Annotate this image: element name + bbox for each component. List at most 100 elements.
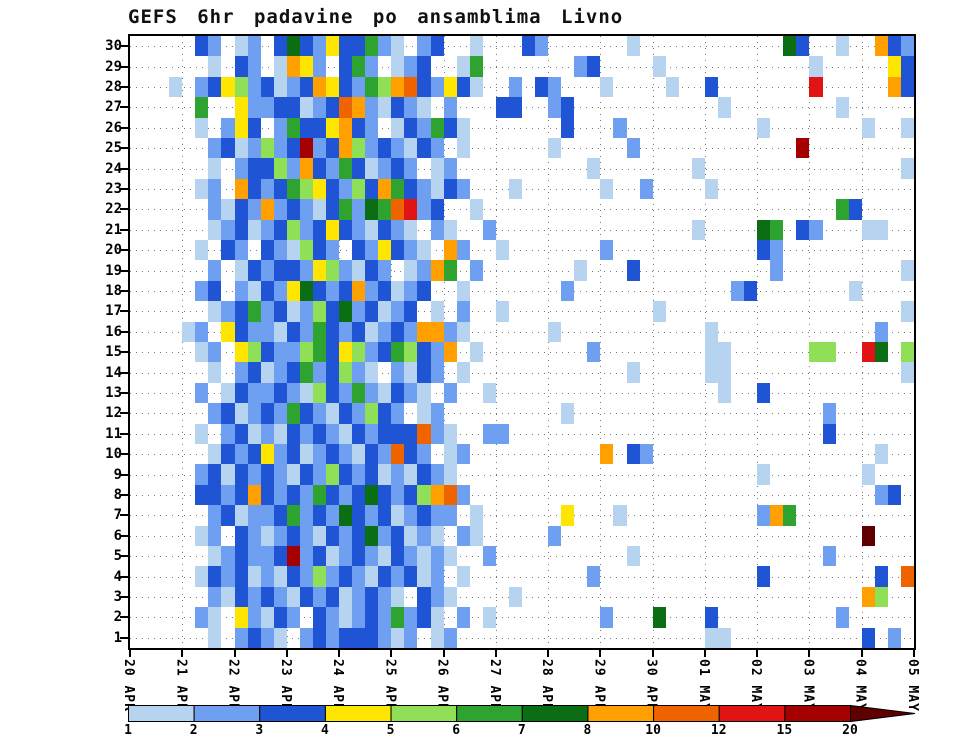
heatmap-cell [273,76,287,98]
heatmap-cell [260,219,274,240]
heatmap-cell [639,178,653,200]
heatmap-cell [221,586,235,608]
heatmap-cell [312,260,326,281]
heatmap-cell [208,36,222,57]
heatmap-cell [469,36,483,57]
heatmap-cell [247,260,261,281]
heatmap-cell [234,382,248,404]
heatmap-cell [352,199,366,220]
heatmap-cell [312,566,326,587]
heatmap-cell [339,56,353,77]
heatmap-cell [417,566,431,587]
heatmap-cell [365,158,379,179]
heatmap-cell [456,607,470,628]
heatmap-cell [195,321,209,342]
heatmap-cell [365,117,379,138]
x-tick-mark [129,650,131,657]
heatmap-cell [900,566,914,587]
heatmap-cell [430,138,444,159]
heatmap-cell [286,342,300,363]
heatmap-cell [378,484,392,506]
heatmap-cell [365,586,379,608]
heatmap-cell [718,342,732,363]
heatmap-cell [260,444,274,465]
x-tick-label-text: 30 APR [643,659,659,712]
heatmap-cell [299,36,313,57]
heatmap-cell [208,158,222,179]
heatmap-cell [456,301,470,322]
y-tick-label: 11 [105,425,122,442]
heatmap-cell [417,138,431,159]
heatmap-cell [208,199,222,220]
heatmap-cell [770,505,784,526]
heatmap-cell [757,566,771,587]
heatmap-cell [195,240,209,261]
x-tick-mark [808,650,811,657]
heatmap-cell [195,117,209,138]
heatmap-cell [286,607,300,628]
heatmap-cell [234,627,248,648]
y-tick-label: 6 [113,527,122,544]
heatmap-cell [339,484,353,506]
heatmap-cell [404,219,418,240]
heatmap-cell [378,423,392,444]
heatmap-cell [443,484,457,506]
heatmap-cell [365,260,379,281]
heatmap-cell [273,280,287,302]
heatmap-cell [365,546,379,567]
heatmap-cell [234,97,248,118]
heatmap-cell [352,546,366,567]
heatmap-cell [430,423,444,444]
horizontal-gridline [130,495,914,496]
heatmap-cell [535,76,549,98]
heatmap-cell [417,56,431,77]
heatmap-cell [312,158,326,179]
heatmap-cell [286,219,300,240]
heatmap-cell [404,566,418,587]
heatmap-cell [326,362,340,383]
heatmap-cell [613,117,627,138]
heatmap-cell [600,240,614,261]
colorbar-tick-label: 1 [124,723,132,738]
heatmap-cell [378,627,392,648]
heatmap-cell [195,36,209,57]
heatmap-cell [352,178,366,200]
heatmap-cell [326,158,340,179]
heatmap-cell [247,464,261,485]
heatmap-cell [482,546,496,567]
heatmap-cell [443,240,457,261]
x-tick-mark [547,650,550,657]
heatmap-cell [365,464,379,485]
heatmap-cell [770,260,784,281]
heatmap-cell [208,178,222,200]
heatmap-cell [430,484,444,506]
y-tick-label: 2 [113,609,122,626]
heatmap-cell [247,403,261,424]
heatmap-cell [404,546,418,567]
heatmap-cell [469,505,483,526]
heatmap-cell [273,36,287,57]
heatmap-cell [273,138,287,159]
heatmap-cell [822,342,836,363]
heatmap-cell [299,260,313,281]
heatmap-cell [299,97,313,118]
heatmap-cell [443,178,457,200]
heatmap-cell [234,260,248,281]
heatmap-cell [339,158,353,179]
heatmap-cell [391,566,405,587]
heatmap-cell [482,219,496,240]
x-tick-label-text: 24 APR [330,659,346,712]
heatmap-cell [365,321,379,342]
y-tick-mark [120,412,128,415]
y-tick-label: 15 [105,344,122,361]
heatmap-cell [718,627,732,648]
heatmap-cell [208,586,222,608]
heatmap-cell [299,178,313,200]
heatmap-cell [273,444,287,465]
heatmap-cell [391,362,405,383]
heatmap-cell [286,423,300,444]
heatmap-cell [312,219,326,240]
heatmap-cell [208,280,222,302]
horizontal-gridline [130,556,914,558]
